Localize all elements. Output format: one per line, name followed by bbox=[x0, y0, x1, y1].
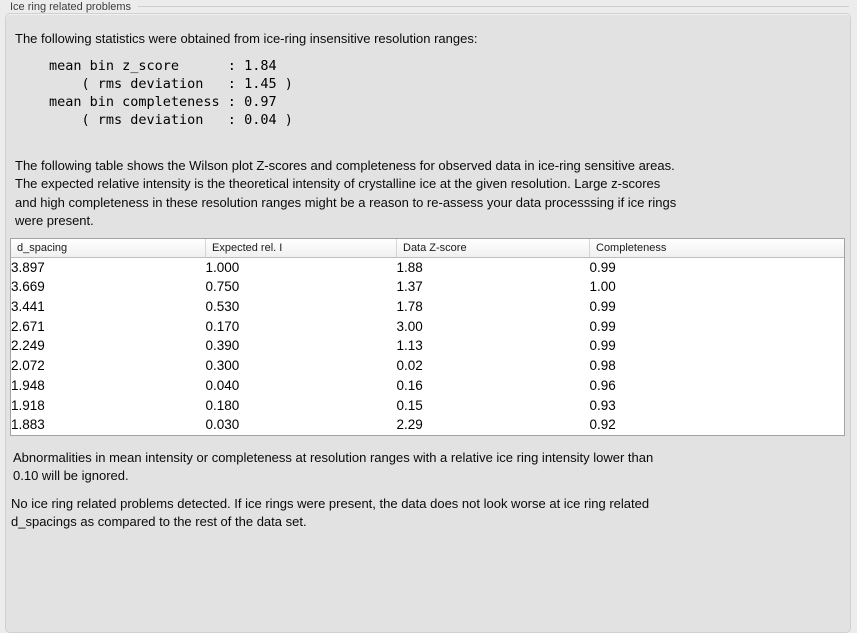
table-cell: 1.000 bbox=[205, 259, 240, 275]
table-row[interactable]: 2.249 0.390 1.13 0.99 bbox=[11, 336, 844, 356]
table-cell: 0.92 bbox=[589, 417, 616, 433]
table-cell: 0.99 bbox=[589, 338, 616, 354]
table-cell: 3.441 bbox=[11, 299, 45, 315]
table-row[interactable]: 2.671 0.170 3.00 0.99 bbox=[11, 317, 844, 337]
table-cell: 3.897 bbox=[11, 259, 45, 275]
conclusion-text: No ice ring related problems detected. I… bbox=[11, 495, 650, 530]
ignore-note: Abnormalities in mean intensity or compl… bbox=[13, 449, 654, 484]
table-cell: 0.390 bbox=[205, 338, 240, 354]
table-cell: 1.37 bbox=[396, 279, 423, 295]
column-header-data-z-score[interactable]: Data Z-score bbox=[396, 238, 590, 258]
table-cell: 0.15 bbox=[396, 397, 423, 413]
table-row[interactable]: 3.669 0.750 1.37 1.00 bbox=[11, 277, 844, 297]
table-cell: 0.750 bbox=[205, 279, 240, 295]
table-cell: 0.16 bbox=[396, 377, 423, 393]
column-header-d-spacing[interactable]: d_spacing bbox=[11, 238, 206, 258]
table-cell: 3.00 bbox=[396, 318, 423, 334]
table-row[interactable]: 3.441 0.530 1.78 0.99 bbox=[11, 297, 844, 317]
table-cell: 0.96 bbox=[589, 377, 616, 393]
table-cell: 1.88 bbox=[396, 259, 423, 275]
ice-ring-table[interactable]: d_spacing Expected rel. I Data Z-score Comp… bbox=[11, 238, 844, 435]
table-cell: 0.99 bbox=[589, 259, 616, 275]
ice-ring-panel: The following statistics were obtained f… bbox=[5, 13, 851, 633]
column-header-completeness[interactable]: Completeness bbox=[589, 238, 844, 258]
table-header-row: d_spacing Expected rel. I Data Z-score Comp… bbox=[11, 238, 844, 258]
table-cell: 2.29 bbox=[396, 417, 423, 433]
table-row[interactable]: 1.948 0.040 0.16 0.96 bbox=[11, 376, 844, 396]
table-row[interactable]: 3.897 1.000 1.88 0.99 bbox=[11, 257, 844, 277]
table-cell: 0.93 bbox=[589, 397, 616, 413]
column-header-expected-rel-i[interactable]: Expected rel. I bbox=[205, 238, 397, 258]
table-cell: 0.530 bbox=[205, 299, 240, 315]
table-description: The following table shows the Wilson plo… bbox=[15, 158, 677, 229]
table-cell: 0.99 bbox=[589, 318, 616, 334]
table-cell: 1.948 bbox=[11, 377, 45, 393]
stats-block: mean bin z_score : 1.84 ( rms deviation … bbox=[49, 58, 293, 128]
table-cell: 0.98 bbox=[589, 358, 616, 374]
table-cell: 0.180 bbox=[205, 397, 240, 413]
section-title: Ice ring related problems bbox=[10, 1, 132, 13]
table-cell: 2.072 bbox=[11, 358, 45, 374]
table-cell: 1.883 bbox=[11, 417, 45, 433]
table-cell: 2.671 bbox=[11, 318, 45, 334]
table-row[interactable]: 1.918 0.180 0.15 0.93 bbox=[11, 396, 844, 416]
table-row[interactable]: 1.883 0.030 2.29 0.92 bbox=[11, 415, 844, 435]
table-cell: 0.030 bbox=[205, 417, 240, 433]
intro-text: The following statistics were obtained f… bbox=[15, 31, 478, 46]
table-cell: 0.040 bbox=[205, 377, 240, 393]
table-row[interactable]: 2.072 0.300 0.02 0.98 bbox=[11, 356, 844, 376]
section-divider bbox=[138, 6, 849, 7]
table-cell: 1.00 bbox=[589, 279, 616, 295]
table-cell: 0.300 bbox=[205, 358, 240, 374]
table-cell: 0.170 bbox=[205, 318, 240, 334]
table-cell: 3.669 bbox=[11, 279, 45, 295]
table-cell: 2.249 bbox=[11, 338, 45, 354]
table-cell: 1.78 bbox=[396, 299, 423, 315]
table-cell: 1.13 bbox=[396, 338, 423, 354]
ice-ring-table-container: d_spacing Expected rel. I Data Z-score Comp… bbox=[10, 237, 845, 436]
table-cell: 0.99 bbox=[589, 299, 616, 315]
table-cell: 0.02 bbox=[396, 358, 423, 374]
table-cell: 1.918 bbox=[11, 397, 45, 413]
